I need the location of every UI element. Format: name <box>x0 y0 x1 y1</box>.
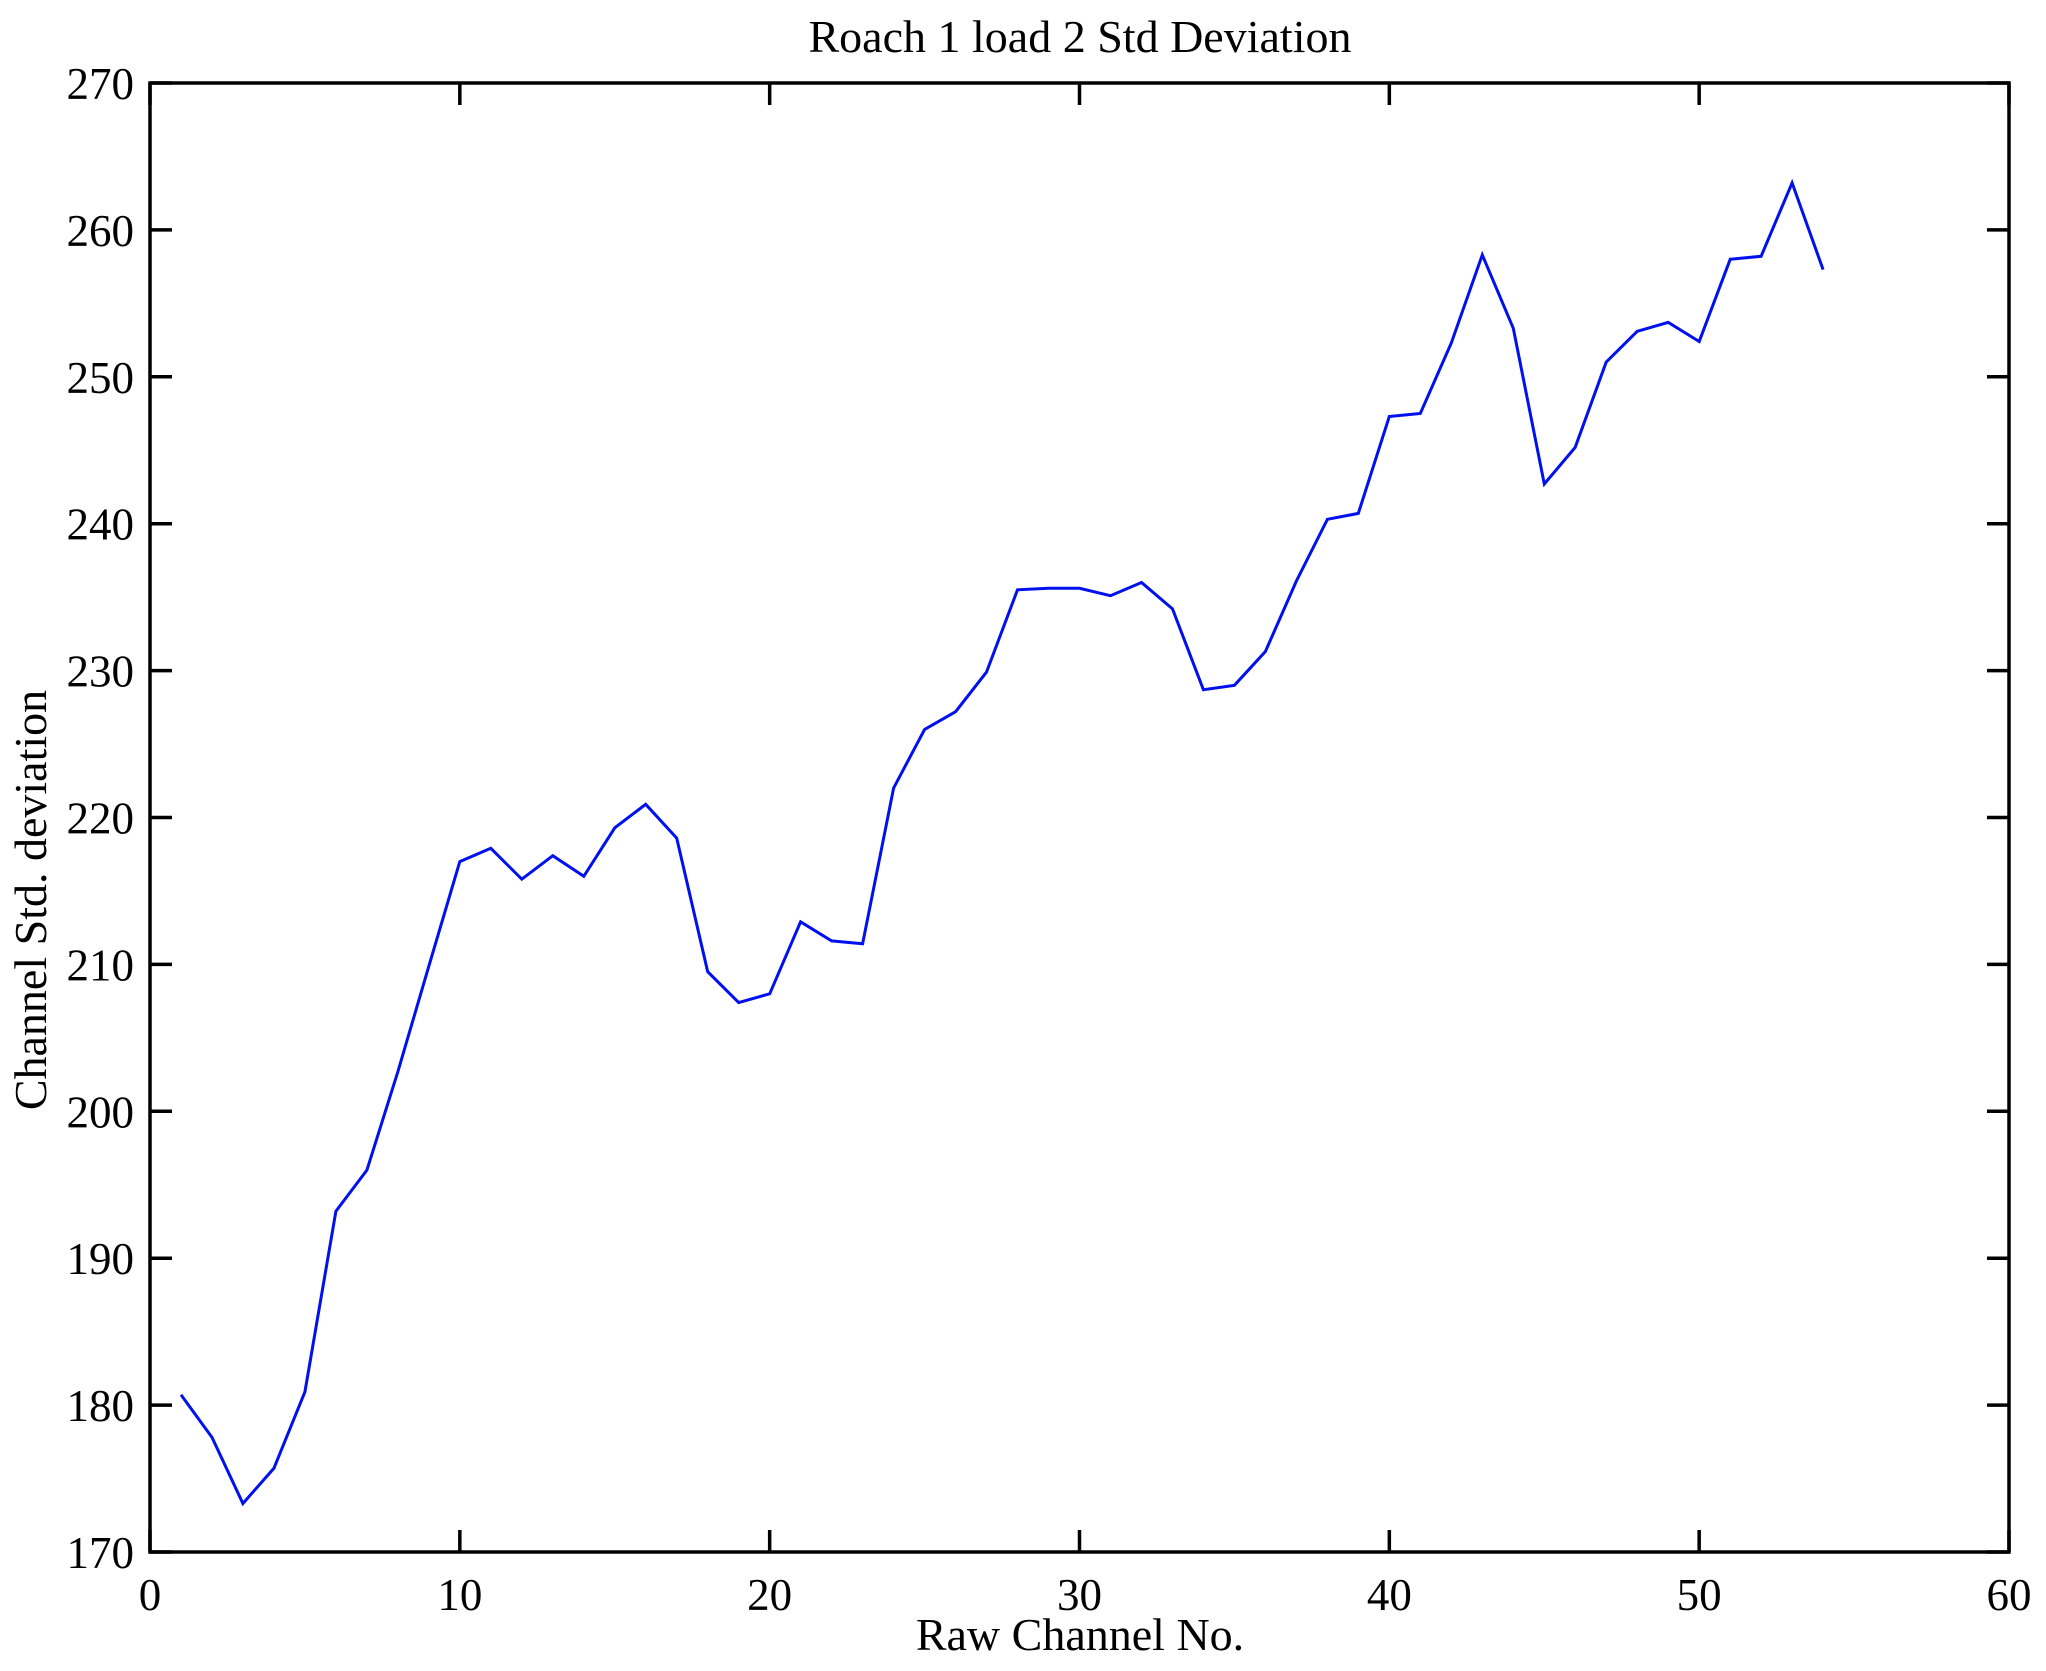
series-line <box>179 178 1825 1507</box>
y-tick-label: 260 <box>67 206 135 256</box>
y-tick-label: 240 <box>67 500 135 550</box>
x-tick-label: 50 <box>1677 1570 1722 1620</box>
x-tick-label: 60 <box>1987 1570 2032 1620</box>
y-tick-label: 230 <box>67 647 135 697</box>
y-tick-label: 190 <box>67 1234 135 1284</box>
x-tick-label: 40 <box>1367 1570 1412 1620</box>
y-tick-label: 210 <box>67 940 135 990</box>
y-tick-label: 180 <box>67 1381 135 1431</box>
x-tick-label: 0 <box>139 1570 162 1620</box>
tick-marks <box>148 81 2011 1554</box>
y-tick-label: 200 <box>67 1087 135 1137</box>
y-tick-label: 220 <box>67 794 135 844</box>
x-tick-label: 10 <box>437 1570 482 1620</box>
data-line-layer <box>179 178 1825 1507</box>
y-tick-label: 270 <box>67 59 135 109</box>
chart-title: Roach 1 load 2 Std Deviation <box>809 11 1352 62</box>
y-tick-label: 250 <box>67 353 135 403</box>
tick-labels: 0 10 20 30 40 50 60 170 180 190 200 210 220 230 240 250… <box>67 59 2032 1620</box>
x-axis-label: Raw Channel No. <box>916 1609 1244 1660</box>
y-axis-label: Channel Std. deviation <box>5 690 56 1110</box>
plot-area <box>150 83 2009 1552</box>
y-tick-label: 170 <box>67 1528 135 1578</box>
x-tick-label: 30 <box>1057 1570 1102 1620</box>
x-tick-label: 20 <box>747 1570 792 1620</box>
